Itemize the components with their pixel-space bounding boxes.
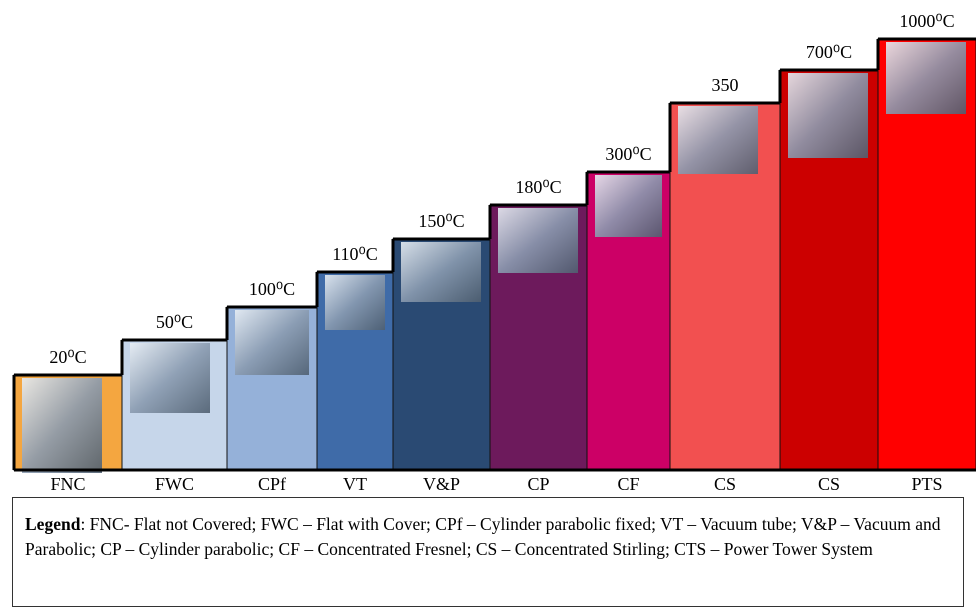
step-photo <box>130 343 210 413</box>
category-label: CPf <box>258 474 286 494</box>
temperature-label: 110⁰C <box>332 244 378 264</box>
category-label: CF <box>617 474 639 494</box>
legend-title: Legend <box>25 514 80 534</box>
category-label: V&P <box>423 474 460 494</box>
category-label: VT <box>343 474 367 494</box>
temperature-label: 150⁰C <box>418 211 464 231</box>
category-label: CP <box>527 474 549 494</box>
step-photo <box>788 73 868 158</box>
category-label: CS <box>818 474 840 494</box>
category-label: FNC <box>50 474 85 494</box>
temperature-label: 300⁰C <box>605 144 651 164</box>
temperature-label: 350 <box>712 75 739 95</box>
step-photo <box>886 42 966 114</box>
step-photo <box>401 242 481 302</box>
step-diagram: 20⁰C FNC 50⁰C FWC 100⁰C CPf 110⁰C VT 150⁰C V&P 180… <box>0 0 976 495</box>
temperature-label: 20⁰C <box>49 347 86 367</box>
category-label: FWC <box>155 474 194 494</box>
step-photo <box>22 378 102 473</box>
page: 20⁰C FNC 50⁰C FWC 100⁰C CPf 110⁰C VT 150⁰C V&P 180… <box>0 0 976 610</box>
step-photo <box>678 106 758 174</box>
legend-box: Legend: FNC- Flat not Covered; FWC – Fla… <box>12 497 964 607</box>
temperature-label: 50⁰C <box>156 312 193 332</box>
step-photo <box>235 310 309 375</box>
temperature-label: 180⁰C <box>515 177 561 197</box>
step-photo <box>498 208 578 273</box>
category-label: PTS <box>911 474 942 494</box>
temperature-label: 700⁰C <box>806 42 852 62</box>
step-photo <box>325 275 385 330</box>
legend-text: : FNC- Flat not Covered; FWC – Flat with… <box>25 514 940 559</box>
temperature-label: 1000⁰C <box>899 11 954 31</box>
temperature-label: 100⁰C <box>249 279 295 299</box>
category-label: CS <box>714 474 736 494</box>
step-photo <box>595 175 662 237</box>
